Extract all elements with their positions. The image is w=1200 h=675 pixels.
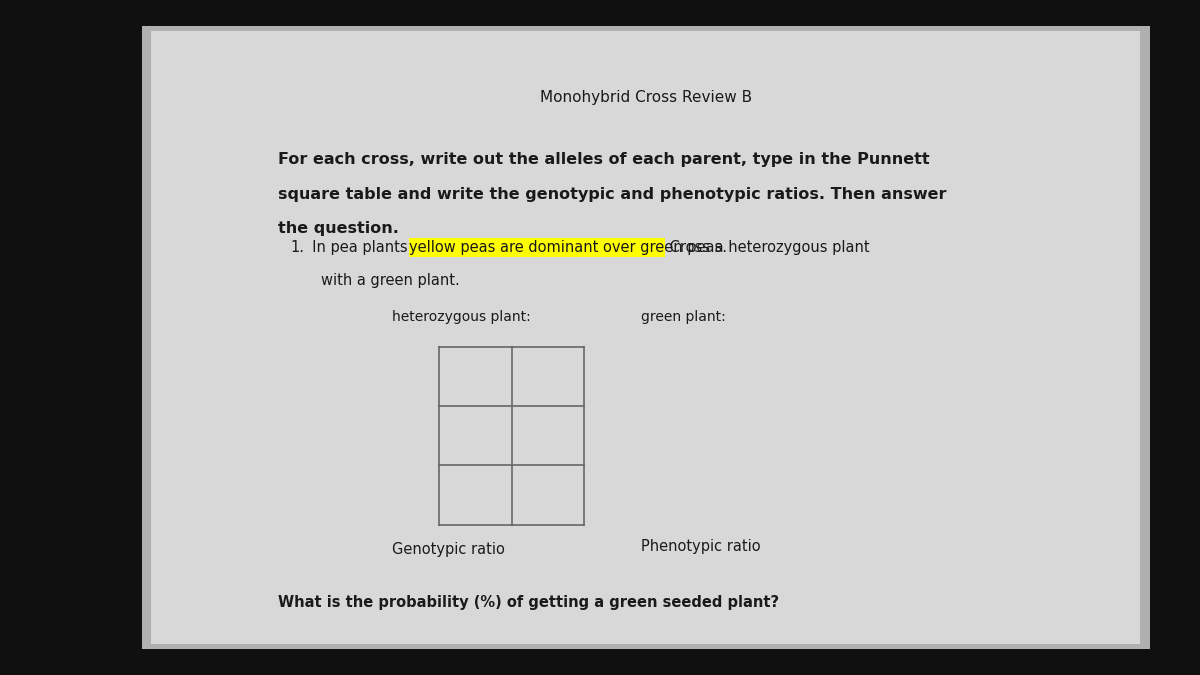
Text: In pea plants,: In pea plants, (304, 240, 418, 254)
Text: the question.: the question. (277, 221, 398, 236)
Text: Cross a heterozygous plant: Cross a heterozygous plant (665, 240, 870, 254)
Bar (142, 26, 1150, 649)
Text: Monohybrid Cross Review B: Monohybrid Cross Review B (540, 90, 751, 105)
Bar (151, 31, 1140, 644)
Text: What is the probability (%) of getting a green seeded plant?: What is the probability (%) of getting a… (277, 595, 779, 610)
Text: green plant:: green plant: (641, 310, 725, 324)
Text: Genotypic ratio: Genotypic ratio (391, 542, 504, 557)
Text: square table and write the genotypic and phenotypic ratios. Then answer: square table and write the genotypic and… (277, 186, 946, 202)
Text: yellow peas are dominant over green peas.: yellow peas are dominant over green peas… (409, 240, 727, 254)
Text: heterozygous plant:: heterozygous plant: (391, 310, 530, 324)
Text: For each cross, write out the alleles of each parent, type in the Punnett: For each cross, write out the alleles of… (277, 153, 929, 167)
Text: with a green plant.: with a green plant. (322, 273, 460, 288)
Bar (409, 238, 665, 256)
Text: 1.: 1. (290, 240, 305, 254)
Text: Phenotypic ratio: Phenotypic ratio (641, 539, 760, 554)
